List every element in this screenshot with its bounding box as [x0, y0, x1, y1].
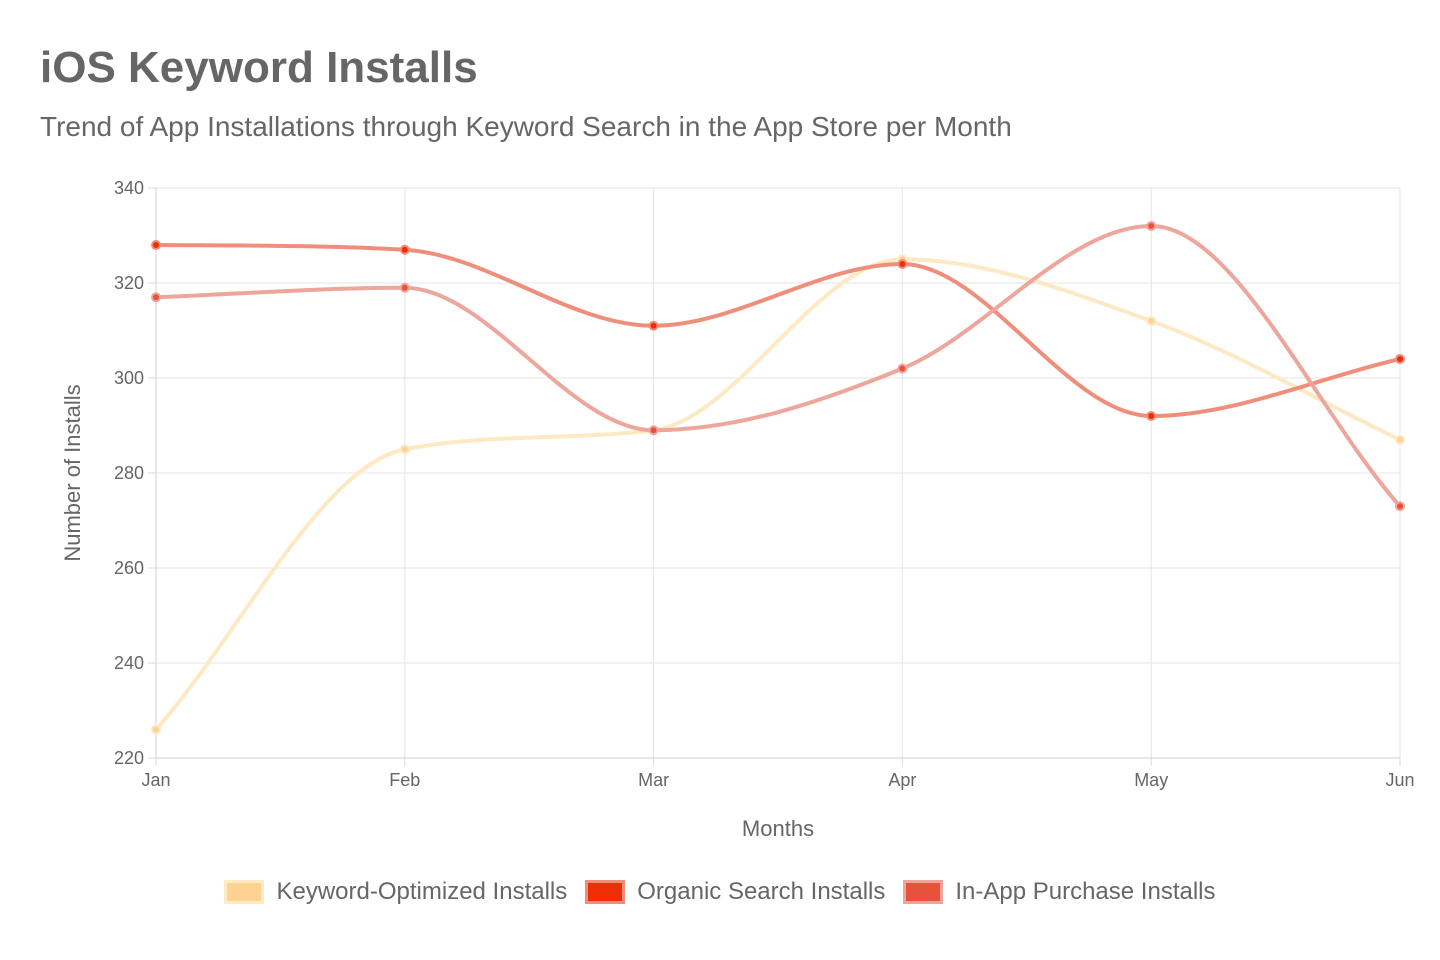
series-lines — [154, 224, 1402, 732]
legend-item[interactable]: In-App Purchase Installs — [903, 878, 1216, 906]
x-axis-title: Months — [742, 816, 814, 841]
x-tick-label: Jan — [141, 770, 170, 790]
x-tick-label: Mar — [638, 770, 669, 790]
data-point-keyword-optimized-installs[interactable] — [1146, 316, 1157, 326]
data-point-organic-search-installs[interactable] — [648, 320, 659, 331]
data-point-in-app-purchase-installs[interactable] — [1395, 501, 1405, 512]
axes: 220 240 260 280 300 320 340 Jan Feb Mar Apr May Jun — [114, 178, 1415, 790]
legend-swatch — [585, 880, 626, 904]
y-tick-label: 280 — [114, 463, 144, 483]
data-point-organic-search-installs[interactable] — [897, 259, 908, 269]
legend-swatch — [903, 880, 944, 904]
series-line-keyword-optimized-installs — [154, 257, 1402, 732]
series-line-in-app-purchase-installs — [154, 224, 1402, 509]
x-tick-label: Feb — [389, 770, 420, 790]
data-point-in-app-purchase-installs[interactable] — [1146, 221, 1157, 231]
data-point-organic-search-installs[interactable] — [1146, 411, 1157, 421]
x-tick-label: Jun — [1385, 770, 1414, 790]
chart-title: iOS Keyword Installs — [40, 43, 478, 92]
legend-label: Keyword-Optimized Installs — [276, 878, 568, 905]
legend-item[interactable]: Organic Search Installs — [585, 878, 885, 906]
data-point-organic-search-installs[interactable] — [399, 244, 410, 255]
series-line-organic-search-installs — [154, 243, 1402, 418]
chart-subtitle: Trend of App Installations through Keywo… — [40, 111, 1012, 142]
x-tick-label: May — [1134, 770, 1168, 790]
data-points — [151, 221, 1405, 735]
data-point-organic-search-installs[interactable] — [1395, 354, 1405, 364]
y-tick-label: 340 — [114, 178, 144, 198]
legend-item[interactable]: Keyword-Optimized Installs — [224, 878, 567, 906]
legend-label: Organic Search Installs — [637, 878, 886, 905]
data-point-keyword-optimized-installs[interactable] — [399, 444, 410, 455]
data-point-keyword-optimized-installs[interactable] — [1395, 434, 1405, 445]
legend-label: In-App Purchase Installs — [955, 878, 1216, 905]
data-point-in-app-purchase-installs[interactable] — [897, 363, 908, 374]
y-axis-title: Number of Installs — [60, 384, 85, 561]
y-tick-label: 240 — [114, 653, 144, 673]
legend-swatch — [224, 880, 265, 904]
y-tick-label: 320 — [114, 273, 144, 293]
y-tick-label: 220 — [114, 748, 144, 768]
data-point-keyword-optimized-installs[interactable] — [151, 724, 161, 735]
y-tick-label: 300 — [114, 368, 144, 388]
chart-legend: Keyword-Optimized Installs Organic Search… — [0, 878, 1440, 906]
data-point-in-app-purchase-installs[interactable] — [151, 292, 161, 303]
data-point-in-app-purchase-installs[interactable] — [399, 282, 410, 293]
grid-lines — [155, 187, 1401, 759]
x-tick-label: Apr — [888, 770, 916, 790]
data-point-organic-search-installs[interactable] — [151, 240, 161, 250]
y-tick-label: 260 — [114, 558, 144, 578]
data-point-in-app-purchase-installs[interactable] — [648, 425, 659, 436]
